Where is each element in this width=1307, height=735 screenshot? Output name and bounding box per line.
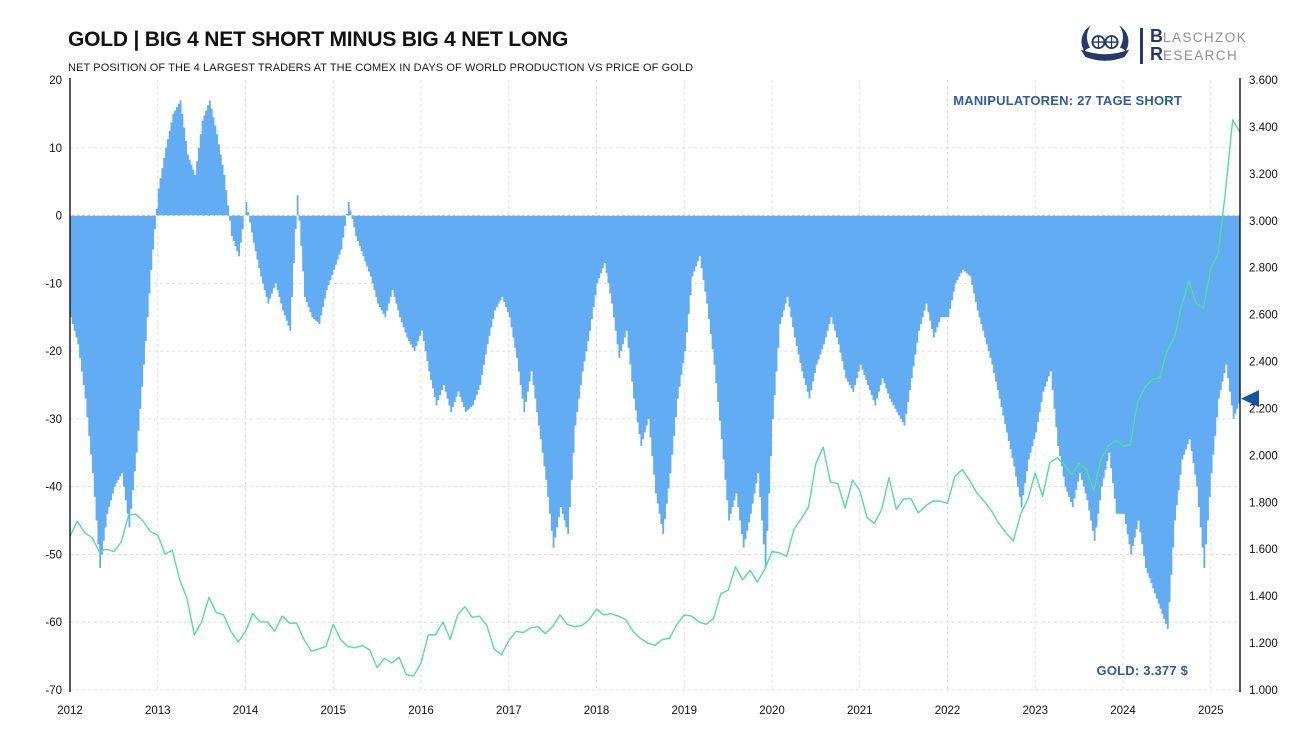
right-axis-tick: 3.200	[1249, 169, 1278, 181]
x-axis-tick: 2022	[935, 705, 961, 717]
right-axis-tick: 2.000	[1249, 450, 1278, 462]
left-axis-tick: 10	[49, 143, 62, 155]
x-axis-tick: 2020	[759, 705, 785, 717]
right-axis-tick: 2.400	[1249, 357, 1278, 369]
right-axis-tick: 1.000	[1249, 685, 1278, 697]
right-axis-tick: 1.200	[1249, 638, 1278, 650]
page-title: GOLD | BIG 4 NET SHORT MINUS BIG 4 NET L…	[68, 28, 569, 51]
x-axis-tick: 2024	[1110, 705, 1136, 717]
left-axis-tick: -60	[45, 617, 62, 629]
right-axis-tick: 2.600	[1249, 310, 1278, 322]
x-axis-tick: 2019	[671, 705, 697, 717]
left-axis-tick: 0	[56, 211, 62, 223]
left-axis-tick: -50	[45, 549, 62, 561]
x-axis-tick: 2015	[320, 705, 346, 717]
logo-divider	[1140, 27, 1144, 64]
current-value-marker	[1241, 390, 1259, 408]
x-axis-tick: 2012	[57, 705, 83, 717]
x-axis-tick: 2017	[496, 705, 522, 717]
page-subtitle: NET POSITION OF THE 4 LARGEST TRADERS AT…	[68, 62, 694, 74]
brand-logo: BLASCHZOK RESEARCH	[1077, 22, 1247, 69]
x-axis-tick: 2013	[145, 705, 171, 717]
right-axis-tick: 2.800	[1249, 263, 1278, 275]
x-axis-tick: 2023	[1022, 705, 1048, 717]
left-axis-tick: -10	[45, 278, 62, 290]
x-axis-tick: 2021	[847, 705, 873, 717]
left-axis-tick: -70	[45, 685, 62, 697]
gold-price-line	[69, 119, 1241, 677]
left-axis-tick: -30	[45, 414, 62, 426]
right-axis-tick: 3.600	[1249, 75, 1278, 87]
left-axis-tick: -40	[45, 482, 62, 494]
x-axis-tick: 2016	[408, 705, 434, 717]
left-axis-tick: -20	[45, 346, 62, 358]
right-axis-tick: 1.800	[1249, 497, 1278, 509]
annotation-gold-price: GOLD: 3.377 $	[1096, 663, 1188, 678]
right-axis-tick: 1.600	[1249, 544, 1278, 556]
annotation-manipulators: MANIPULATOREN: 27 TAGE SHORT	[953, 93, 1182, 108]
left-axis-tick: 20	[49, 75, 62, 87]
right-axis-tick: 3.400	[1249, 122, 1278, 134]
x-axis-tick: 2025	[1198, 705, 1224, 717]
right-axis-tick: 3.000	[1249, 216, 1278, 228]
x-axis-tick: 2014	[233, 705, 259, 717]
right-axis-tick: 1.400	[1249, 591, 1278, 603]
x-axis-tick: 2018	[584, 705, 610, 717]
net-position-bars	[70, 100, 1240, 629]
viking-ship-icon	[1077, 22, 1133, 69]
right-axis-tick: 2.200	[1249, 403, 1278, 415]
logo-text: BLASCHZOK RESEARCH	[1150, 25, 1247, 64]
